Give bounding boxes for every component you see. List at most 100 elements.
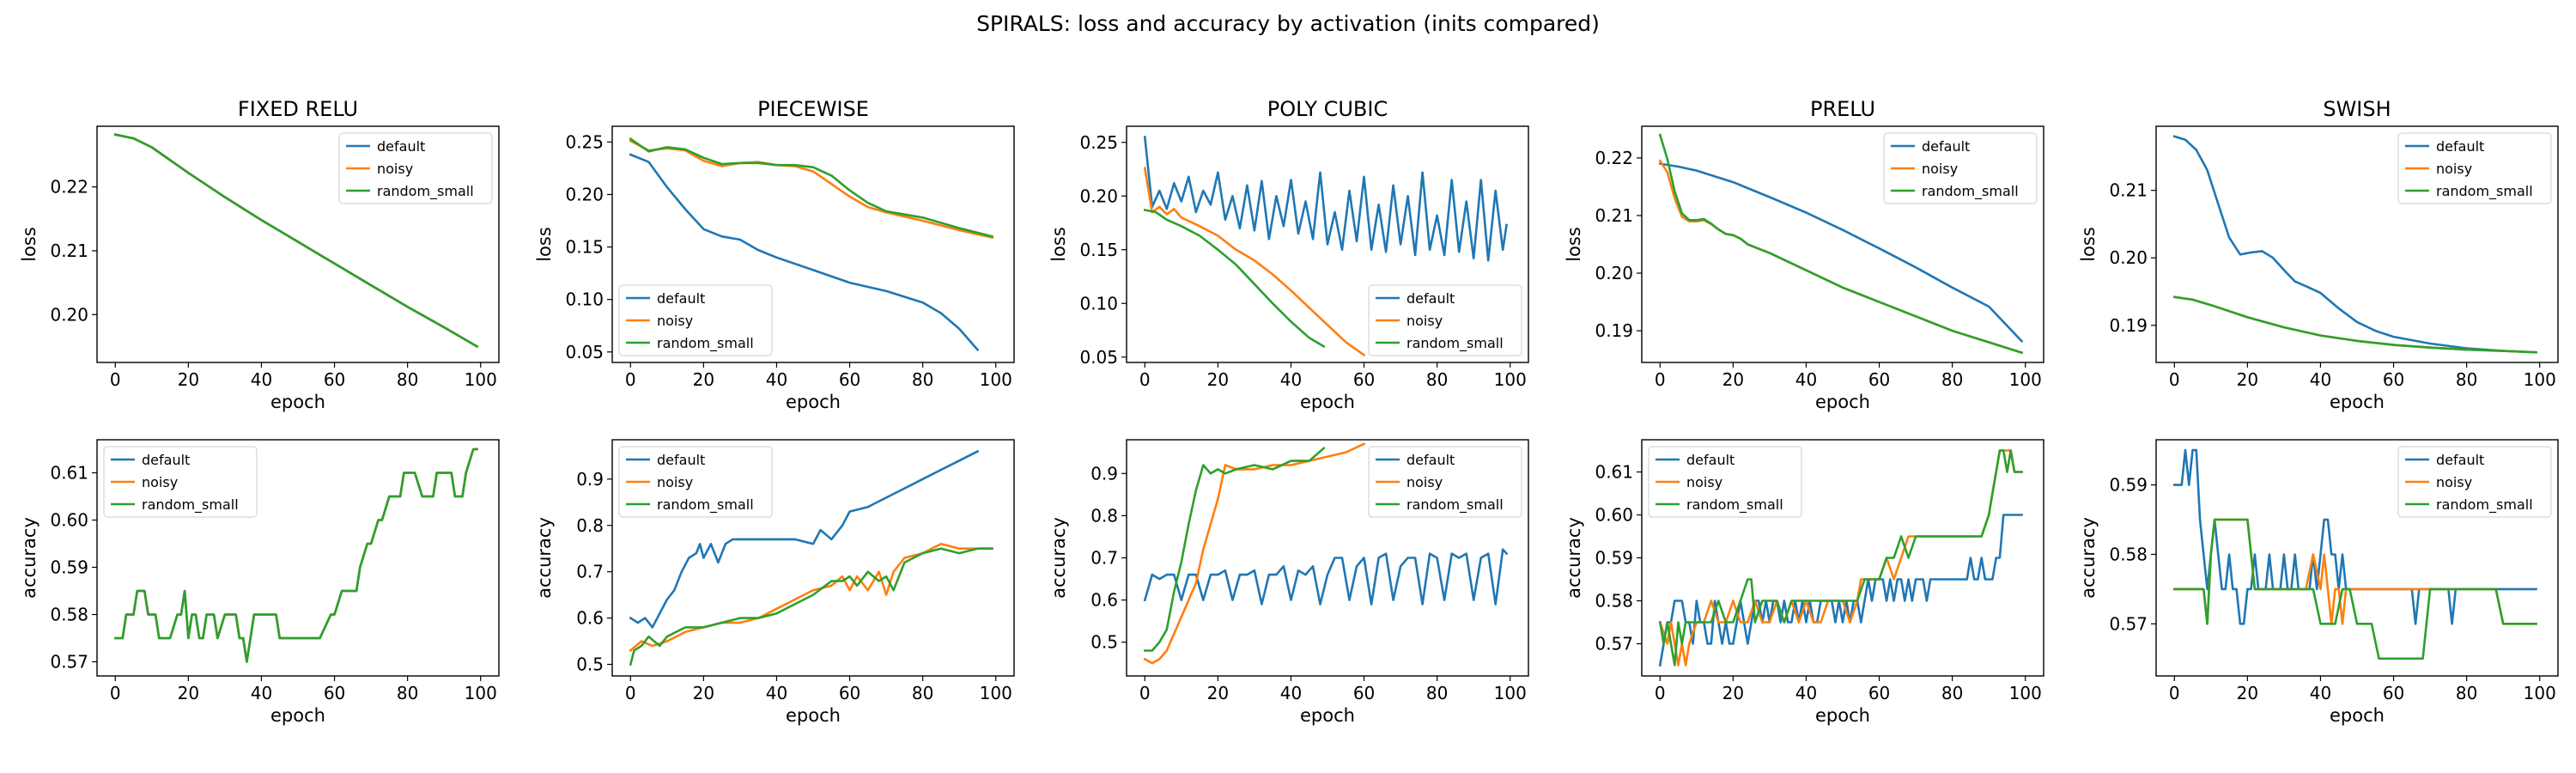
- y-tick-label: 0.60: [1595, 505, 1633, 526]
- legend-label-default: default: [2436, 452, 2484, 468]
- y-tick-label: 0.59: [50, 557, 88, 578]
- legend-label-random-small: random_small: [1406, 496, 1504, 514]
- x-tick-label: 40: [1280, 369, 1302, 390]
- legend-label-default: default: [142, 452, 190, 468]
- y-axis-label: accuracy: [2078, 517, 2099, 599]
- y-tick-label: 0.7: [1091, 548, 1118, 569]
- legend-label-default: default: [2436, 138, 2484, 155]
- chart-panel-8: 0 20 40 60 80 100 0.5 0.6 0.7 0.8 0.9 epoch accuracy…: [1048, 439, 1529, 726]
- x-tick-label: 0: [1655, 683, 1666, 703]
- series-line-random-small: [113, 133, 479, 349]
- legend-label-noisy: noisy: [1406, 313, 1443, 329]
- legend-box: [1368, 284, 1522, 356]
- x-tick-label: 20: [1207, 369, 1229, 390]
- x-tick-label: 40: [1795, 369, 1817, 390]
- legend: default noisy random_small: [1368, 446, 1522, 518]
- series-line-random-small: [1143, 208, 1326, 349]
- legend-box: [1648, 446, 1802, 518]
- axes-frame: [611, 125, 1015, 363]
- series-line-default: [629, 153, 980, 352]
- legend-label-random-small: random_small: [657, 335, 754, 352]
- x-tick-label: 80: [912, 369, 933, 390]
- x-tick-label: 0: [1139, 683, 1151, 703]
- y-tick-label: 0.7: [576, 562, 604, 582]
- x-tick-label: 40: [2310, 369, 2331, 390]
- y-tick-label: 0.20: [1595, 263, 1633, 283]
- chart-panel-10: 0 20 40 60 80 100 0.57 0.58 0.59 epoch accuracy def…: [2078, 439, 2559, 726]
- panel-title: PRELU: [1810, 97, 1875, 121]
- x-tick-label: 60: [2383, 683, 2404, 703]
- y-tick-label: 0.20: [50, 304, 88, 325]
- y-tick-label: 0.20: [1079, 186, 1118, 206]
- legend-label-noisy: noisy: [657, 313, 693, 329]
- y-axis-label: loss: [1048, 227, 1069, 262]
- series-line-random-small: [629, 137, 994, 238]
- panel-title: POLY CUBIC: [1267, 97, 1388, 121]
- y-tick-label: 0.8: [1091, 505, 1118, 526]
- legend: default noisy random_small: [338, 132, 493, 204]
- legend: default noisy random_small: [103, 446, 258, 518]
- y-tick-label: 0.22: [50, 177, 88, 198]
- series-line-default: [1143, 136, 1508, 262]
- y-axis-label: loss: [19, 227, 39, 262]
- x-tick-label: 20: [178, 369, 199, 390]
- x-axis-label: epoch: [1300, 705, 1355, 726]
- legend-box: [1883, 132, 2038, 204]
- series-line-default: [629, 449, 980, 629]
- series-group: [113, 133, 479, 349]
- y-tick-label: 0.8: [576, 515, 604, 536]
- series-group: [2172, 135, 2537, 354]
- y-tick-label: 0.57: [1595, 634, 1633, 654]
- y-tick-label: 0.59: [1595, 548, 1633, 569]
- legend-box: [1368, 446, 1522, 518]
- series-line-default: [1658, 514, 2023, 666]
- axes-frame: [96, 125, 500, 363]
- x-tick-label: 40: [251, 683, 272, 703]
- series-group: [629, 137, 994, 352]
- panel-title: FIXED RELU: [238, 97, 358, 121]
- x-tick-label: 0: [110, 369, 121, 390]
- legend-label-random-small: random_small: [1686, 496, 1783, 514]
- legend: default noisy random_small: [618, 284, 773, 356]
- y-tick-label: 0.6: [1091, 590, 1118, 611]
- x-axis-label: epoch: [1815, 392, 1870, 412]
- x-axis-label: epoch: [2330, 392, 2385, 412]
- series-line-random-small: [1144, 446, 1326, 652]
- chart-panel-5: SWISH 0 20 40 60 80 100 0.19 0.20 0.21 epoch loss de…: [2078, 97, 2559, 412]
- x-axis-label: epoch: [786, 705, 841, 726]
- x-axis-label: epoch: [1300, 392, 1355, 412]
- chart-panel-6: 0 20 40 60 80 100 0.57 0.58 0.59 0.60 0.61 epoch acc…: [19, 439, 500, 726]
- legend-label-default: default: [1686, 452, 1735, 468]
- x-axis-label: epoch: [1815, 705, 1870, 726]
- series-group: [2173, 448, 2537, 660]
- legend-label-noisy: noisy: [142, 474, 178, 490]
- y-tick-label: 0.58: [2109, 544, 2148, 564]
- legend-label-default: default: [657, 452, 705, 468]
- y-axis-label: loss: [2078, 227, 2099, 262]
- legend-label-random-small: random_small: [2436, 496, 2533, 514]
- series-line-random-small: [2173, 518, 2537, 660]
- series-line-random-small: [114, 447, 478, 663]
- legend: default noisy random_small: [1883, 132, 2038, 204]
- legend-label-random-small: random_small: [1406, 335, 1504, 352]
- chart-panel-3: POLY CUBIC 0 20 40 60 80 100 0.05 0.10 0.15 0.20 0.…: [1048, 97, 1529, 412]
- series-line-default: [1143, 548, 1509, 606]
- x-tick-label: 60: [324, 683, 345, 703]
- x-tick-label: 60: [2383, 369, 2404, 390]
- series-line-noisy: [1143, 167, 1366, 357]
- x-tick-label: 80: [1426, 683, 1448, 703]
- y-tick-label: 0.05: [565, 342, 604, 362]
- legend-label-default: default: [1922, 138, 1970, 155]
- y-axis-label: loss: [534, 227, 555, 262]
- series-line-random-small: [1658, 133, 2024, 355]
- x-axis-label: epoch: [270, 392, 325, 412]
- x-tick-label: 20: [1722, 683, 1744, 703]
- x-tick-label: 100: [2524, 683, 2556, 703]
- legend-label-default: default: [1406, 290, 1455, 307]
- y-tick-label: 0.05: [1079, 347, 1118, 368]
- axes-frame: [611, 439, 1015, 677]
- axes-frame: [2155, 125, 2559, 363]
- y-tick-label: 0.15: [565, 237, 604, 258]
- legend: default noisy random_small: [2397, 446, 2552, 518]
